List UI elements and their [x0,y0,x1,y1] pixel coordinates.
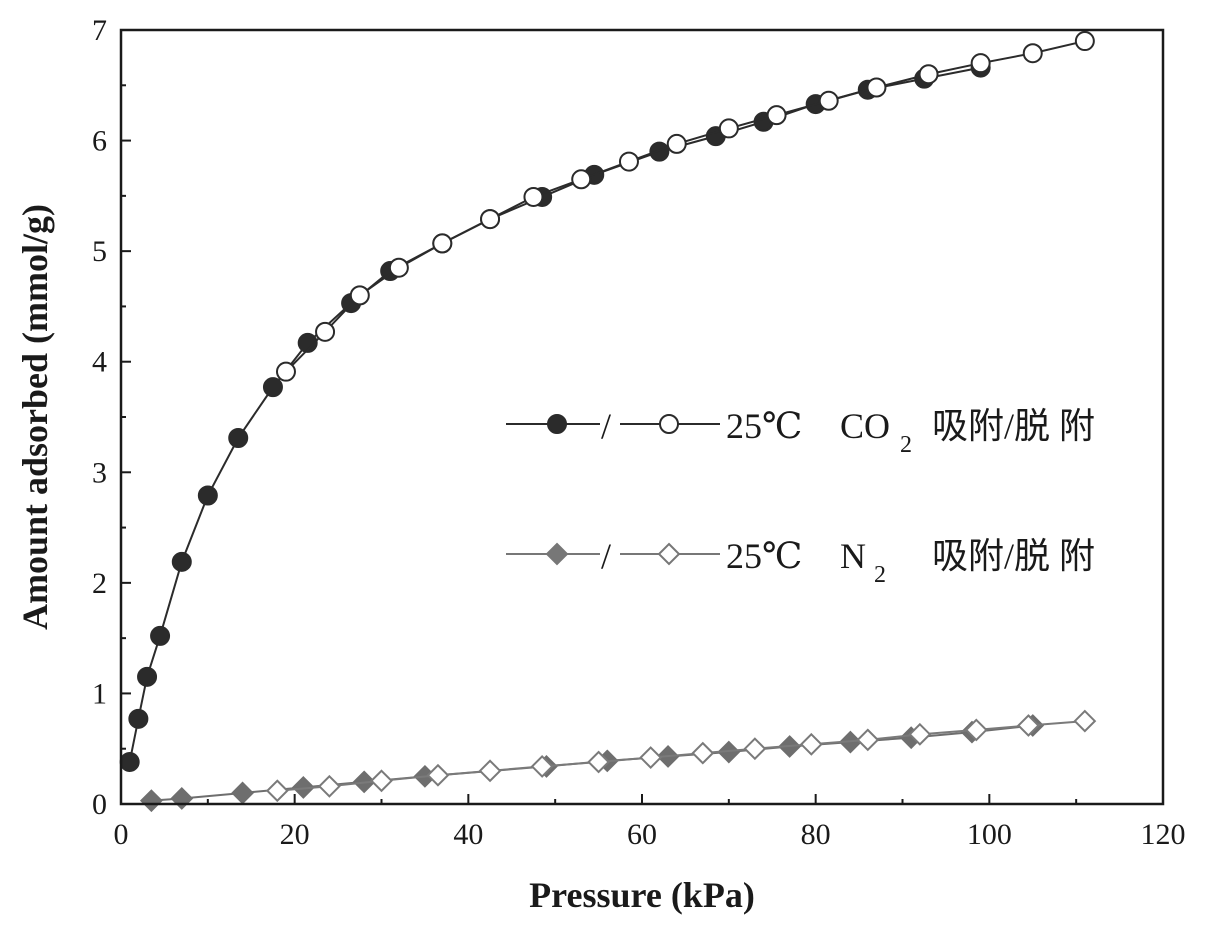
data-point [267,781,287,801]
series-line [286,41,1085,372]
data-point [121,753,139,771]
y-axis-title: Amount adsorbed (mmol/g) [15,204,55,630]
x-tick-label: 0 [114,818,129,851]
legend-n2-gas: N [840,536,866,576]
legend-co2-gas-subscript: 2 [900,432,912,458]
data-point [524,188,542,206]
x-tick-label: 80 [801,818,831,851]
data-point [768,106,786,124]
y-tick-label: 0 [92,788,107,821]
data-point [1075,711,1095,731]
data-point [1076,32,1094,50]
data-point [319,776,339,796]
data-point [316,323,334,341]
data-point [481,210,499,228]
series-line [277,721,1085,791]
data-point [433,234,451,252]
data-point [172,788,192,808]
x-axis-title: Pressure (kPa) [529,875,755,915]
data-point [233,783,253,803]
data-point [372,771,392,791]
x-tick-label: 120 [1141,818,1186,851]
data-point [428,765,448,785]
data-point [801,734,821,754]
data-point [199,487,217,505]
legend-co2-description: 吸附/脱 附 [932,406,1095,446]
data-point [141,791,161,811]
legend-co2-gas: CO [840,406,890,446]
data-point [720,119,738,137]
legend-co2-sample [506,415,720,433]
y-tick-label: 1 [92,677,107,710]
data-point [264,378,282,396]
legend-n2-temp: 25℃ [726,536,802,576]
series-n2-des [267,711,1095,801]
data-point [229,429,247,447]
legend-desorption-marker [660,415,678,433]
data-point [138,668,156,686]
data-point [1024,44,1042,62]
data-point [920,65,938,83]
legend-n2-description: 吸附/脱 附 [932,536,1095,576]
y-tick-label: 6 [92,125,107,158]
x-tick-label: 60 [627,818,657,851]
legend-adsorption-marker [548,415,566,433]
data-point [351,286,369,304]
data-point [668,135,686,153]
legend-desorption-marker [659,544,679,564]
data-point [745,739,765,759]
legend: / 25℃ CO 2 吸附/脱 附 / 25℃ N 2 吸附/脱 附 [506,406,1095,588]
x-tick-label: 40 [453,818,483,851]
legend-adsorption-marker [547,544,567,564]
data-point [129,710,147,728]
data-point [173,553,191,571]
legend-n2-gas-subscript: 2 [874,562,886,588]
series-co2-des [277,32,1094,381]
legend-n2-separator: / [601,536,611,576]
data-point [480,761,500,781]
data-point [390,259,408,277]
legend-co2-temp: 25℃ [726,406,802,446]
data-point [277,363,295,381]
data-point [572,170,590,188]
x-tick-label: 20 [280,818,310,851]
legend-entry-n2: / 25℃ N 2 吸附/脱 附 [506,536,1095,588]
y-tick-label: 7 [92,14,107,47]
y-tick-label: 5 [92,235,107,268]
data-point [620,153,638,171]
x-axis-ticks: 0 20 40 60 80 100 120 [114,794,1186,851]
legend-n2-sample [506,544,720,564]
y-tick-label: 2 [92,567,107,600]
data-point [867,78,885,96]
data-point [972,54,990,72]
x-tick-label: 100 [967,818,1012,851]
y-tick-label: 3 [92,456,107,489]
data-point [858,730,878,750]
data-point [693,743,713,763]
data-point [820,92,838,110]
data-point [151,627,169,645]
data-point [641,748,661,768]
legend-co2-separator: / [601,406,611,446]
y-tick-label: 4 [92,346,107,379]
y-axis-ticks: 0 1 2 3 4 5 6 7 [92,14,131,821]
legend-entry-co2: / 25℃ CO 2 吸附/脱 附 [506,406,1095,458]
